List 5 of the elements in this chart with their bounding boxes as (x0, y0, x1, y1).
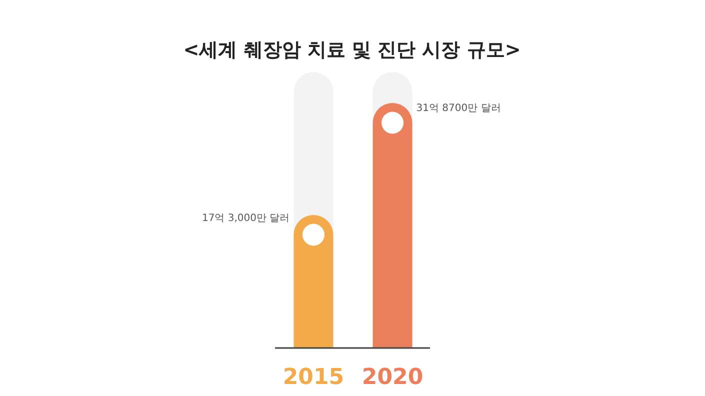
x-tick-label: 2015 (282, 365, 344, 390)
annotation: 31억 8700만 달러 (416, 103, 501, 114)
x-tick-label: 2020 (362, 365, 424, 390)
chart-title: <세계 췌장암 치료 및 진단 시장 규모> (183, 39, 521, 61)
annotation: 17억 3,000만 달러 (202, 212, 290, 224)
